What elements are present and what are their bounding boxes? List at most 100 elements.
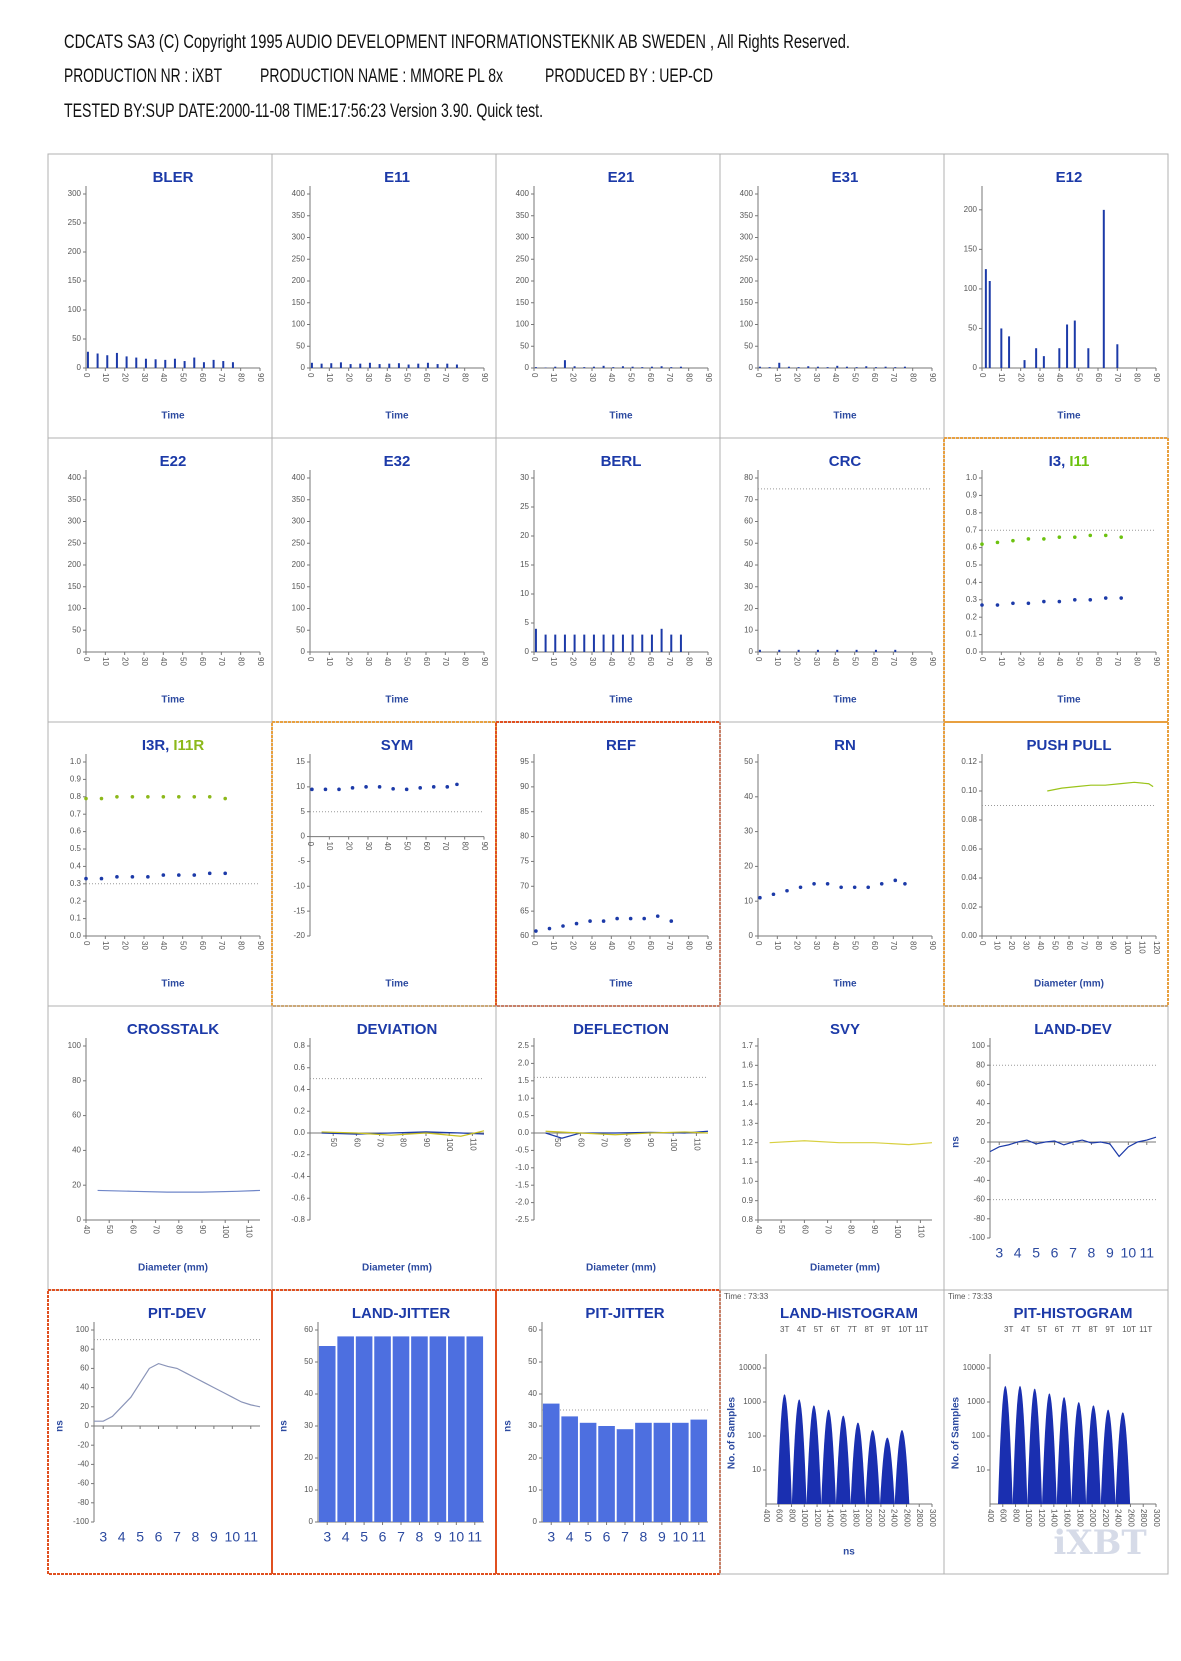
x-axis-label: Time [609, 411, 633, 422]
y-tick-label: 0 [749, 931, 754, 940]
y-tick-label: 50 [296, 341, 305, 350]
column [337, 1336, 354, 1522]
column [318, 1346, 336, 1522]
x-tick-label: 50 [851, 657, 860, 666]
x-tick-label: 0 [978, 657, 987, 662]
y-tick-label: 0.6 [294, 1063, 306, 1072]
x-tick-label: 10 [773, 941, 782, 950]
x-tick-label: 60 [422, 842, 431, 851]
y-tick-label: 100 [292, 604, 306, 613]
point [1026, 601, 1031, 606]
y-tick-label: 30 [528, 1421, 537, 1430]
y-tick-label: 350 [740, 211, 754, 220]
x-tick-label: 20 [121, 657, 130, 666]
chart-title: PIT-DEV [148, 1305, 206, 1322]
x-tick-label: 8 [192, 1529, 200, 1545]
x-tick-label: 0 [306, 373, 315, 378]
x-axis-label: Diameter (mm) [810, 1263, 880, 1274]
y-tick-label: 60 [304, 1325, 313, 1334]
x-tick-label: 70 [217, 657, 226, 666]
point [995, 540, 1000, 545]
x-tick-label: 20 [793, 373, 802, 382]
y-tick-label: 300 [740, 233, 754, 242]
x-tick-label: 40 [383, 373, 392, 382]
x-tick-label: 40 [1055, 373, 1064, 382]
y-tick-label: 0.8 [70, 792, 82, 801]
y-tick-label: 2.5 [518, 1041, 530, 1050]
x-tick-label: 4 [566, 1529, 574, 1545]
y-tick-label: 0.6 [70, 827, 82, 836]
x-tick-label: 8 [416, 1529, 424, 1545]
x-tick-label: 100 [221, 1225, 230, 1239]
x-tick-label: 70 [217, 373, 226, 382]
point [1042, 599, 1046, 604]
x-tick-label: 90 [704, 941, 713, 950]
legend-entry: I11R [173, 737, 204, 754]
y-tick-label: 60 [72, 1111, 81, 1120]
histogram-lobe [865, 1430, 880, 1504]
y-tick-label: -1.0 [515, 1163, 529, 1172]
x-tick-label: 3 [995, 1245, 1003, 1261]
x-tick-label: 90 [256, 657, 265, 666]
y-tick-label: 0.5 [518, 1111, 530, 1120]
x-tick-label: 50 [627, 373, 636, 382]
x-tick-label: 9 [434, 1529, 442, 1545]
point [177, 873, 181, 877]
x-tick-label: 100 [1123, 941, 1132, 955]
chart-title: E12 [1056, 169, 1083, 186]
x-tick-label: 10 [1121, 1245, 1137, 1261]
histogram-lobe [791, 1399, 807, 1504]
x-tick-label: 100 [893, 1225, 902, 1239]
point [323, 787, 328, 792]
x-tick-label: 70 [665, 657, 674, 666]
point [893, 878, 898, 883]
x-tick-label: 60 [870, 657, 879, 666]
y-tick-label: 60 [80, 1364, 89, 1373]
x-tick-label: 2400 [1114, 1509, 1123, 1527]
x-tick-label: 7 [1069, 1245, 1077, 1261]
title-separator: , [165, 737, 169, 754]
run-label: 4T [797, 1325, 806, 1334]
point [404, 787, 409, 792]
column [616, 1429, 634, 1522]
x-tick-label: 50 [1075, 657, 1084, 666]
x-tick-label: 90 [1108, 941, 1117, 950]
histogram-lobe [1100, 1409, 1116, 1504]
y-tick-label: -0.8 [291, 1215, 305, 1224]
y-tick-label: 5 [525, 618, 530, 627]
y-tick-label: 25 [520, 502, 529, 511]
series-line [769, 1140, 933, 1146]
run-label: 8T [1088, 1325, 1097, 1334]
x-tick-label: 0 [82, 941, 91, 946]
y-tick-label: 20 [744, 862, 753, 871]
y-tick-label: -10 [293, 881, 305, 890]
panel-frame [943, 153, 1169, 439]
x-tick-label: 60 [870, 941, 879, 950]
y-tick-label: 50 [744, 341, 753, 350]
x-tick-label: 7 [397, 1529, 405, 1545]
x-tick-label: 9 [658, 1529, 666, 1545]
y-tick-label: 150 [964, 244, 978, 253]
point [628, 916, 633, 921]
x-tick-label: 9 [210, 1529, 218, 1545]
y-tick-label: 0 [301, 647, 306, 656]
panel-frame [271, 153, 497, 439]
y-tick-label: 0.00 [961, 931, 977, 940]
x-tick-label: 20 [793, 657, 802, 666]
x-tick-label: 50 [627, 657, 636, 666]
y-tick-label: -1.5 [515, 1180, 529, 1189]
y-tick-label: 100 [68, 305, 82, 314]
y-tick-label: -100 [73, 1517, 90, 1526]
x-axis-label: Time [609, 695, 633, 706]
x-tick-label: 10 [549, 373, 558, 382]
run-label: 7T [1072, 1325, 1081, 1334]
x-tick-label: 60 [198, 373, 207, 382]
chart-title: PUSH PULL [1026, 737, 1111, 754]
y-tick-label: 0.04 [961, 873, 977, 882]
y-tick-label: 400 [516, 189, 530, 198]
x-tick-label: 1600 [1063, 1509, 1072, 1527]
point [547, 926, 552, 931]
y-tick-label: 0 [309, 1517, 314, 1526]
run-label: 5T [1038, 1325, 1047, 1334]
